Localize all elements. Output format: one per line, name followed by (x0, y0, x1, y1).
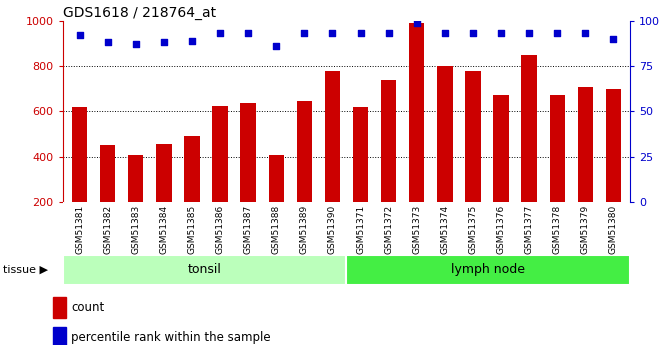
Bar (606, 89, 621, 202)
Bar (346, 255, 630, 285)
Text: GSM51376: GSM51376 (496, 205, 506, 254)
Point (102, 40, 113, 45)
Point (440, 31, 450, 36)
Text: lymph node: lymph node (451, 264, 525, 276)
Bar (550, 96, 565, 202)
Text: tonsil: tonsil (187, 264, 222, 276)
Text: percentile rank within the sample: percentile rank within the sample (71, 331, 271, 344)
Text: GSM51388: GSM51388 (272, 205, 280, 254)
Text: GSM51374: GSM51374 (440, 205, 449, 254)
Point (524, 31, 535, 36)
Bar (53, 297, 66, 318)
Text: GSM51378: GSM51378 (552, 205, 562, 254)
Bar (72, 107, 87, 202)
Bar (184, 136, 200, 202)
Bar (325, 70, 340, 202)
Bar (63, 255, 346, 285)
Text: GSM51375: GSM51375 (469, 205, 477, 254)
Text: GSM51386: GSM51386 (216, 205, 224, 254)
Text: GSM51381: GSM51381 (75, 205, 84, 254)
Bar (493, 96, 509, 202)
Bar (409, 23, 424, 202)
Text: GSM51380: GSM51380 (609, 205, 618, 254)
Text: GSM51387: GSM51387 (244, 205, 253, 254)
Point (383, 31, 394, 36)
Point (327, 31, 338, 36)
Bar (53, 327, 66, 345)
Bar (437, 66, 453, 202)
Bar (353, 107, 368, 202)
Point (131, 41, 141, 47)
Point (411, 20, 422, 25)
Text: GSM51373: GSM51373 (412, 205, 421, 254)
Bar (100, 145, 116, 202)
Text: GSM51384: GSM51384 (159, 205, 168, 254)
Point (243, 31, 253, 36)
Bar (269, 155, 284, 202)
Bar (128, 155, 143, 202)
Bar (578, 88, 593, 202)
Text: GSM51371: GSM51371 (356, 205, 365, 254)
Text: GSM51379: GSM51379 (581, 205, 590, 254)
Bar (465, 70, 480, 202)
Text: GSM51385: GSM51385 (187, 205, 197, 254)
Point (355, 31, 366, 36)
Point (75, 32, 85, 38)
Point (468, 31, 478, 36)
Point (271, 43, 282, 49)
Bar (296, 101, 312, 202)
Bar (240, 104, 256, 202)
Bar (156, 144, 172, 202)
Point (299, 31, 310, 36)
Text: GSM51390: GSM51390 (328, 205, 337, 254)
Bar (521, 55, 537, 202)
Point (158, 40, 169, 45)
Point (214, 31, 225, 36)
Text: GSM51382: GSM51382 (103, 205, 112, 254)
Text: count: count (71, 302, 104, 314)
Text: GSM51377: GSM51377 (525, 205, 534, 254)
Text: GSM51383: GSM51383 (131, 205, 141, 254)
Text: GDS1618 / 218764_at: GDS1618 / 218764_at (63, 6, 216, 20)
Bar (213, 106, 228, 202)
Text: tissue ▶: tissue ▶ (3, 265, 48, 275)
Point (580, 31, 591, 36)
Text: GSM51389: GSM51389 (300, 205, 309, 254)
Point (496, 31, 506, 36)
Bar (381, 80, 397, 202)
Text: GSM51372: GSM51372 (384, 205, 393, 254)
Point (552, 31, 562, 36)
Point (187, 38, 197, 43)
Point (608, 36, 618, 42)
